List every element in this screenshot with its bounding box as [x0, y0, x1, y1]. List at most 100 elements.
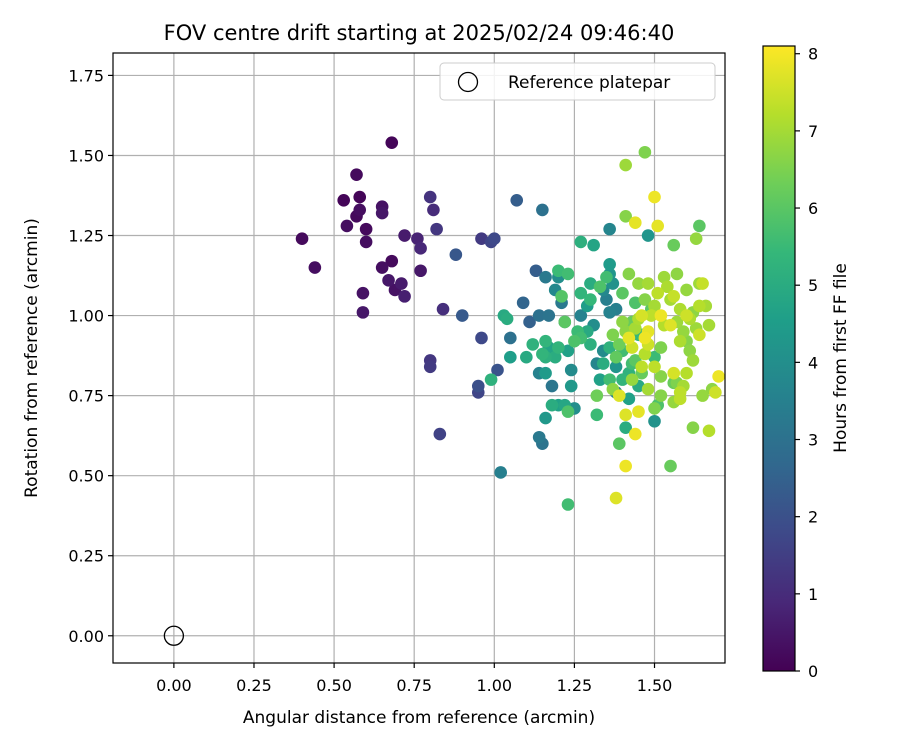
- data-point: [411, 232, 424, 246]
- data-point: [654, 341, 668, 354]
- data-point: [356, 286, 370, 300]
- data-point: [693, 219, 706, 233]
- data-point: [414, 264, 427, 278]
- data-point: [539, 270, 552, 284]
- y-tick-label: 1.50: [68, 146, 104, 165]
- data-point: [500, 312, 514, 326]
- data-point: [385, 254, 399, 268]
- data-point: [619, 421, 632, 434]
- data-point: [693, 328, 706, 342]
- data-point: [542, 309, 556, 322]
- data-point: [568, 334, 581, 348]
- data-point: [622, 392, 636, 406]
- data-point: [603, 373, 616, 386]
- data-point: [536, 347, 549, 361]
- data-point: [603, 258, 616, 271]
- data-point: [603, 341, 616, 354]
- data-point: [632, 277, 645, 290]
- data-point: [471, 379, 485, 393]
- chart-title: FOV centre drift starting at 2025/02/24 …: [164, 21, 675, 45]
- data-point: [539, 366, 552, 380]
- x-tick-label: 0.50: [316, 676, 352, 695]
- data-point: [574, 309, 588, 322]
- data-point: [526, 338, 540, 351]
- data-point: [609, 350, 623, 364]
- x-tick-label: 1.00: [476, 676, 512, 695]
- colorbar-tick-label: 8: [808, 45, 818, 64]
- data-point: [648, 360, 661, 374]
- data-point: [686, 421, 700, 434]
- data-point: [635, 360, 648, 374]
- data-point: [622, 331, 636, 345]
- data-point: [673, 392, 687, 406]
- data-point: [619, 158, 632, 172]
- data-point: [359, 222, 373, 236]
- data-point: [353, 190, 367, 204]
- data-point: [561, 405, 575, 418]
- data-point: [494, 466, 508, 479]
- data-point: [616, 286, 629, 300]
- x-tick-label: 0.00: [156, 676, 192, 695]
- data-point: [654, 389, 668, 402]
- data-point: [616, 373, 629, 386]
- data-point: [487, 232, 501, 246]
- data-point: [657, 270, 671, 284]
- data-point: [683, 344, 697, 358]
- x-axis-ticks: 0.00 0.25 0.50 0.75 1.00 1.25 1.50: [156, 663, 672, 695]
- data-point: [638, 347, 652, 361]
- data-point: [427, 203, 440, 217]
- data-point: [545, 398, 559, 412]
- data-point: [677, 325, 690, 338]
- data-point: [612, 389, 626, 402]
- colorbar: 0 1 2 3 4 5 6 7 8 Hours from first FF file: [762, 45, 851, 681]
- data-point: [638, 145, 652, 159]
- data-point: [539, 334, 552, 348]
- data-point: [516, 296, 530, 310]
- data-point: [385, 136, 399, 149]
- data-point: [622, 267, 636, 281]
- y-tick-label: 1.00: [68, 307, 104, 326]
- y-axis-label: Rotation from reference (arcmin): [22, 218, 42, 498]
- x-tick-label: 0.25: [236, 676, 272, 695]
- y-tick-label: 0.00: [68, 627, 104, 646]
- data-point: [603, 222, 616, 236]
- data-point: [564, 379, 578, 393]
- data-point: [552, 341, 565, 354]
- colorbar-tick-label: 7: [808, 122, 818, 141]
- data-point: [308, 261, 322, 274]
- data-point: [670, 267, 684, 281]
- data-point: [340, 219, 354, 233]
- data-point: [529, 264, 543, 278]
- data-point: [593, 280, 607, 294]
- data-point: [664, 459, 677, 473]
- data-point: [375, 261, 389, 274]
- data-point: [625, 341, 639, 354]
- data-point: [587, 238, 600, 252]
- data-point: [651, 219, 665, 233]
- data-point: [632, 405, 645, 418]
- colorbar-tick-label: 3: [808, 431, 818, 450]
- data-point: [584, 277, 597, 290]
- data-point: [625, 373, 639, 386]
- colorbar-tick-label: 4: [808, 353, 818, 372]
- data-point: [648, 190, 661, 204]
- data-point: [654, 309, 668, 322]
- data-point: [628, 322, 642, 335]
- data-point: [574, 235, 588, 249]
- data-point: [353, 203, 367, 217]
- data-point: [510, 193, 524, 207]
- data-point: [532, 309, 546, 322]
- data-point: [702, 318, 716, 332]
- data-point: [680, 366, 693, 380]
- data-point: [596, 357, 610, 370]
- data-point: [664, 318, 677, 332]
- data-point: [561, 267, 575, 281]
- data-point: [600, 293, 613, 306]
- data-point: [593, 373, 607, 386]
- y-tick-label: 1.75: [68, 66, 104, 85]
- data-point: [693, 299, 706, 313]
- data-point: [628, 296, 642, 310]
- data-point: [491, 363, 504, 377]
- data-point: [648, 299, 661, 313]
